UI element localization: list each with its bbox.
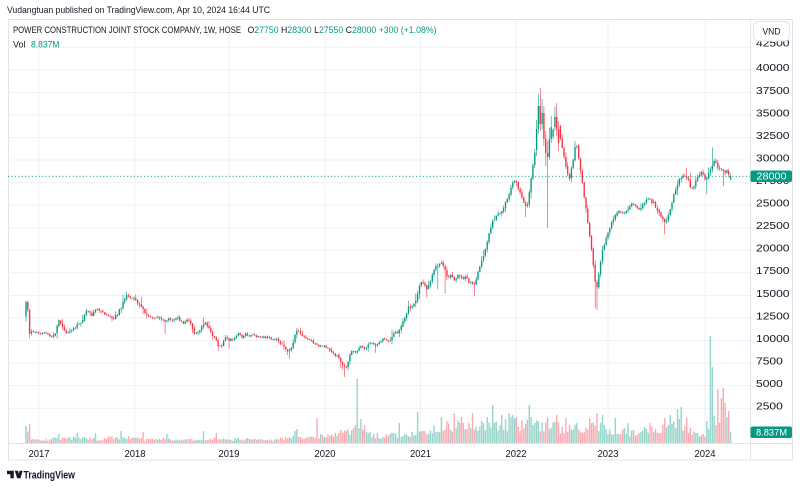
svg-text:32500: 32500 [756,131,790,142]
svg-text:42500: 42500 [756,38,790,49]
svg-text:2023: 2023 [598,449,619,460]
svg-text:Vudangtuan published on Tradin: Vudangtuan published on TradingView.com,… [7,5,270,16]
svg-text:7500: 7500 [756,357,783,368]
svg-text:37500: 37500 [756,86,790,97]
svg-text:5000: 5000 [756,379,783,390]
svg-text:TradingView: TradingView [24,470,76,482]
svg-text:VND: VND [763,26,781,37]
svg-text:2021: 2021 [410,449,431,460]
svg-text:2017: 2017 [29,449,50,460]
svg-text:8.837M: 8.837M [756,428,787,438]
svg-text:2020: 2020 [315,449,336,460]
svg-text:22500: 22500 [756,221,790,232]
svg-text:POWER CONSTRUCTION JOINT STOCK: POWER CONSTRUCTION JOINT STOCK COMPANY, … [13,25,241,35]
svg-text:35000: 35000 [756,108,790,119]
svg-text:15000: 15000 [756,289,790,300]
svg-text:8.837M: 8.837M [31,40,60,50]
svg-text:2022: 2022 [506,449,527,460]
svg-text:20000: 20000 [756,244,790,255]
svg-text:2018: 2018 [125,449,146,460]
svg-text:40000: 40000 [756,63,790,74]
svg-text:2019: 2019 [219,449,240,460]
svg-text:28000: 28000 [757,172,788,183]
svg-text:2500: 2500 [756,402,783,413]
svg-text:30000: 30000 [756,153,790,164]
svg-text:Vol: Vol [13,40,26,50]
svg-text:17500: 17500 [756,266,790,277]
svg-text:25000: 25000 [756,199,790,210]
svg-text:2024: 2024 [695,449,716,460]
svg-text:12500: 12500 [756,311,790,322]
svg-text:O27750 H28300 L27550 C28000 +3: O27750 H28300 L27550 C28000 +300 (+1.08%… [248,25,437,35]
svg-text:10000: 10000 [756,334,790,345]
